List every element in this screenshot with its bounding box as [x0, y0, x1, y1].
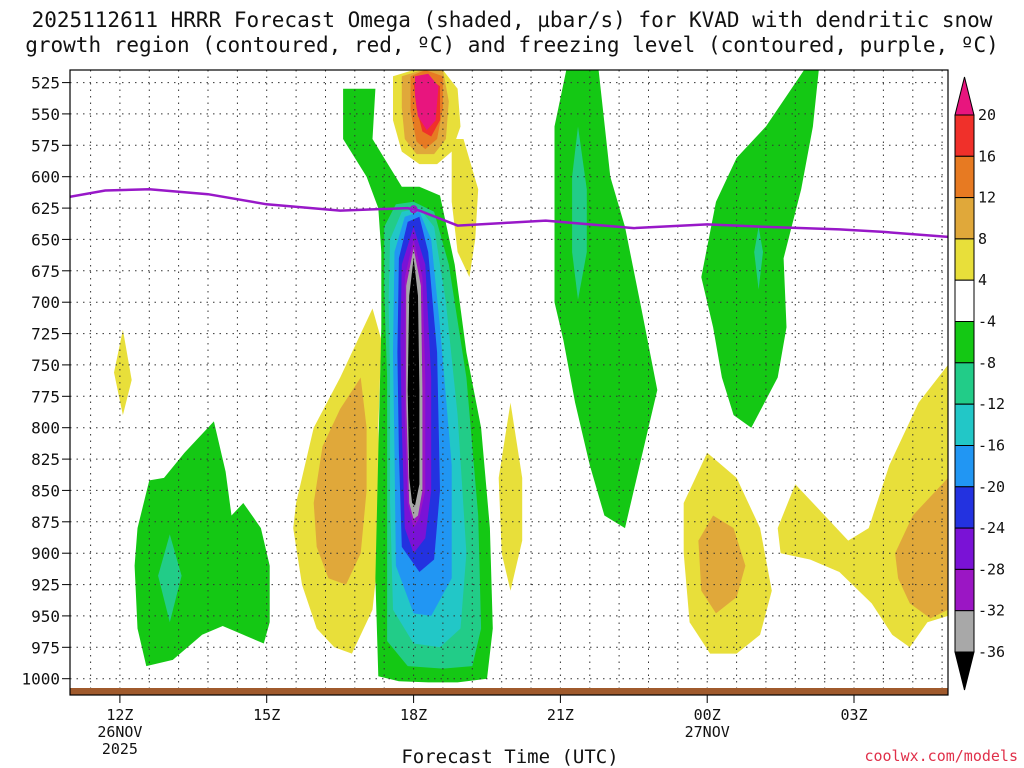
- colorbar-top-arrow: [954, 76, 975, 116]
- colorbar-label-12: -32: [978, 602, 1005, 620]
- colorbar-swatch-1: [954, 155, 975, 199]
- colorbar-label-6: -8: [978, 354, 996, 372]
- colorbar-swatch-0: [954, 114, 975, 157]
- omega-shading-layer: [114, 70, 948, 683]
- colorbar: 20 16 12 8 4 -4 -8 -12 -16 -20 -24 -28 -32 -36: [954, 76, 1005, 691]
- colorbar-swatch-12: [954, 610, 975, 653]
- chart-title-line-1: 2025112611 HRRR Forecast Omega (shaded, …: [32, 8, 993, 32]
- colorbar-swatch-10: [954, 527, 975, 570]
- x-year-2025: 2025: [102, 740, 138, 758]
- colorbar-swatch-6: [954, 362, 975, 405]
- omega-region-16: [158, 534, 182, 623]
- omega-region-14: [895, 477, 948, 619]
- y-tick-900: 900: [31, 544, 60, 563]
- colorbar-swatch-2: [954, 197, 975, 240]
- y-tick-700: 700: [31, 293, 60, 312]
- colorbar-swatch-9: [954, 486, 975, 529]
- freezing-level-marker: [409, 205, 418, 214]
- colorbar-label-0: 20: [978, 106, 996, 124]
- y-tick-550: 550: [31, 105, 60, 124]
- x-axis-label: Forecast Time (UTC): [401, 746, 618, 768]
- colorbar-swatch-11: [954, 568, 975, 612]
- y-axis: 525 550 575 600 625 650 675 700 725 750 775 800 825 8…: [21, 74, 70, 689]
- y-tick-950: 950: [31, 607, 60, 626]
- colorbar-bottom-arrow: [954, 651, 975, 691]
- y-tick-850: 850: [31, 481, 60, 500]
- omega-region-12: [698, 515, 746, 614]
- x-date-26NOV: 26NOV: [97, 723, 142, 741]
- x-tick-00Z: 00Z: [694, 706, 721, 724]
- freezing-level-line: [70, 187, 948, 239]
- y-tick-600: 600: [31, 168, 60, 187]
- y-tick-800: 800: [31, 419, 60, 438]
- colorbar-label-9: -20: [978, 478, 1005, 496]
- colorbar-label-5: -4: [978, 313, 996, 331]
- credit-link[interactable]: coolwx.com/models: [864, 747, 1018, 765]
- omega-region-8: [451, 139, 479, 278]
- omega-region-0: [114, 329, 132, 416]
- x-date-27NOV: 27NOV: [685, 723, 730, 741]
- colorbar-label-4: 4: [978, 271, 987, 289]
- omega-region-25: [407, 258, 420, 506]
- y-tick-1000: 1000: [21, 670, 60, 689]
- omega-region-2: [313, 377, 367, 585]
- y-tick-525: 525: [31, 74, 60, 93]
- x-tick-15Z: 15Z: [253, 706, 280, 724]
- colorbar-swatch-8: [954, 445, 975, 488]
- colorbar-label-7: -12: [978, 395, 1005, 413]
- omega-region-10: [498, 402, 523, 591]
- colorbar-label-11: -28: [978, 560, 1005, 578]
- x-tick-18Z: 18Z: [400, 706, 427, 724]
- colorbar-label-13: -36: [978, 643, 1005, 661]
- colorbar-label-3: 8: [978, 230, 987, 248]
- y-tick-775: 775: [31, 387, 60, 406]
- y-tick-650: 650: [31, 230, 60, 249]
- ground-surface: [70, 688, 948, 695]
- plot-frame: [69, 69, 949, 696]
- x-tick-21Z: 21Z: [547, 706, 574, 724]
- omega-region-27: [572, 126, 587, 300]
- colorbar-swatch-7: [954, 403, 975, 447]
- y-tick-725: 725: [31, 325, 60, 344]
- colorbar-label-2: 12: [978, 189, 996, 207]
- y-tick-925: 925: [31, 576, 60, 595]
- y-tick-825: 825: [31, 450, 60, 469]
- colorbar-label-1: 16: [978, 147, 996, 165]
- y-tick-625: 625: [31, 199, 60, 218]
- grid-layer: [70, 70, 948, 695]
- y-tick-875: 875: [31, 513, 60, 532]
- x-tick-03Z: 03Z: [840, 706, 867, 724]
- freezing-level-layer: [70, 187, 948, 239]
- y-tick-675: 675: [31, 262, 60, 281]
- y-tick-975: 975: [31, 638, 60, 657]
- colorbar-swatch-5: [954, 321, 975, 364]
- y-tick-750: 750: [31, 356, 60, 375]
- omega-region-29: [754, 226, 763, 290]
- omega-region-7: [415, 73, 439, 131]
- colorbar-swatch-3: [954, 238, 975, 281]
- colorbar-swatch-4: [954, 279, 975, 323]
- x-tick-12Z: 12Z: [106, 706, 133, 724]
- colorbar-label-8: -16: [978, 437, 1005, 455]
- y-tick-575: 575: [31, 136, 60, 155]
- chart-title-line-2: growth region (contoured, red, ºC) and f…: [25, 33, 999, 57]
- colorbar-label-10: -24: [978, 519, 1005, 537]
